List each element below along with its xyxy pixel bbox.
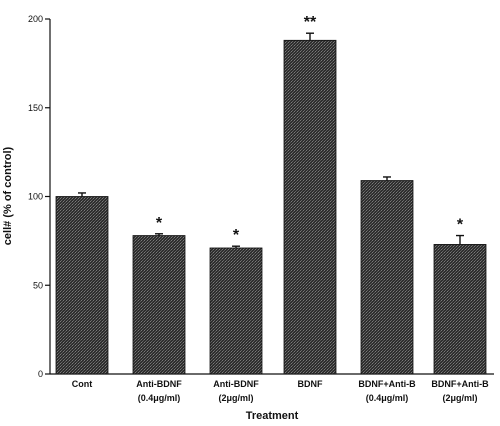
bar-1	[132, 235, 186, 375]
category-sublabel-1: (0.4μg/ml)	[138, 393, 181, 403]
bar-0	[55, 196, 109, 375]
y-tick-label-1: 50	[33, 280, 43, 290]
x-axis-title: Treatment	[246, 410, 299, 422]
y-tick-label-2: 100	[28, 192, 43, 202]
bar-5	[433, 244, 487, 375]
significance-marker-3: **	[304, 14, 317, 31]
category-label-5: BDNF+Anti-B	[431, 379, 489, 389]
bar-4	[360, 180, 414, 375]
significance-marker-1: *	[156, 215, 163, 232]
category-label-3: BDNF	[298, 379, 323, 389]
y-tick-label-3: 150	[28, 103, 43, 113]
bar-2	[209, 247, 263, 375]
significance-marker-5: *	[457, 217, 464, 234]
category-label-0: Cont	[72, 379, 93, 389]
category-sublabel-5: (2μg/ml)	[442, 393, 477, 403]
category-label-1: Anti-BDNF	[136, 379, 182, 389]
category-labels: Cont Anti-BDNF (0.4μg/ml) Anti-BDNF (2μg/ml)…	[72, 379, 489, 403]
y-axis-title: cell# (% of control)	[2, 146, 14, 245]
bar-3	[283, 39, 337, 375]
bars: *****	[55, 14, 487, 375]
plot-frame	[49, 19, 494, 375]
y-ticks: 0 50 100 150 200	[28, 14, 50, 379]
significance-marker-2: *	[233, 227, 240, 244]
category-label-4: BDNF+Anti-B	[358, 379, 416, 389]
category-sublabel-4: (0.4μg/ml)	[366, 393, 409, 403]
category-sublabel-2: (2μg/ml)	[218, 393, 253, 403]
y-tick-label-0: 0	[38, 369, 43, 379]
category-label-2: Anti-BDNF	[213, 379, 259, 389]
y-tick-label-4: 200	[28, 14, 43, 24]
